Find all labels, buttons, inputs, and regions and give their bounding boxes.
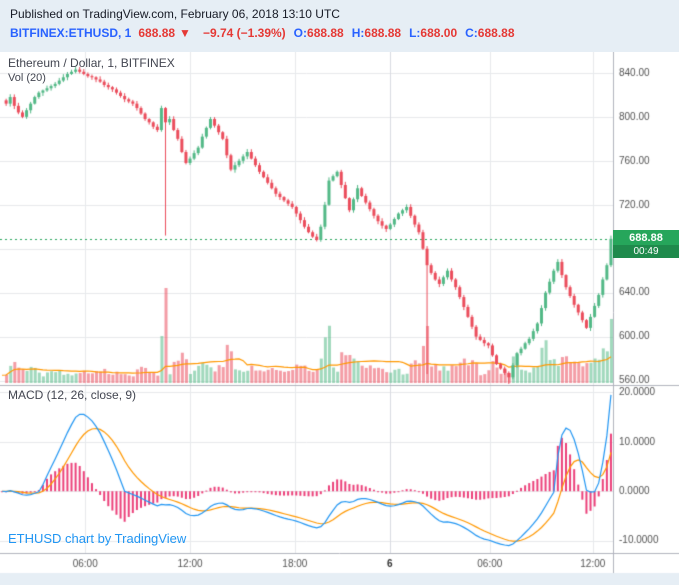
ohlc-value: 688.88 xyxy=(307,26,344,40)
macd-legend: MACD (12, 26, close, 9) xyxy=(8,388,137,402)
last-price-text: 688.88 xyxy=(138,26,176,40)
ohlc-label: O: xyxy=(293,26,308,40)
ohlc-value: 688.00 xyxy=(420,26,458,40)
badge-price: 688.88 xyxy=(613,229,679,245)
change-arrow-icon: ▼ xyxy=(179,26,191,40)
chart-legend-title: Ethereum / Dollar, 1, BITFINEX xyxy=(8,56,175,70)
ohlc-label: L: xyxy=(409,26,421,40)
chart-area: Ethereum / Dollar, 1, BITFINEX Vol (20) … xyxy=(0,52,679,585)
symbol-name: BITFINEX:ETHUSD, 1 xyxy=(10,26,132,40)
publish-header: Published on TradingView.com, February 0… xyxy=(0,0,679,52)
ohlc-value: 688.88 xyxy=(477,26,515,40)
last-price-badge: 688.88 00:49 xyxy=(613,229,679,258)
ohlc-value: 688.88 xyxy=(364,26,402,40)
symbol-ohlc-line: BITFINEX:ETHUSD, 1 688.88 ▼ −9.74 (−1.39%) O… xyxy=(10,26,669,40)
ohlc-values: O:688.88 H:688.88 L:688.00 C:688.88 xyxy=(294,26,523,40)
price-change: −9.74 (−1.39%) xyxy=(202,26,286,40)
publish-info: Published on TradingView.com, February 0… xyxy=(10,7,340,21)
badge-countdown: 00:49 xyxy=(613,244,679,258)
ohlc-label: C: xyxy=(465,26,478,40)
volume-legend: Vol (20) xyxy=(8,72,46,84)
chart-canvas xyxy=(0,52,679,585)
attribution-link[interactable]: ETHUSD chart by TradingView xyxy=(8,531,187,546)
ohlc-label: H: xyxy=(351,26,365,40)
